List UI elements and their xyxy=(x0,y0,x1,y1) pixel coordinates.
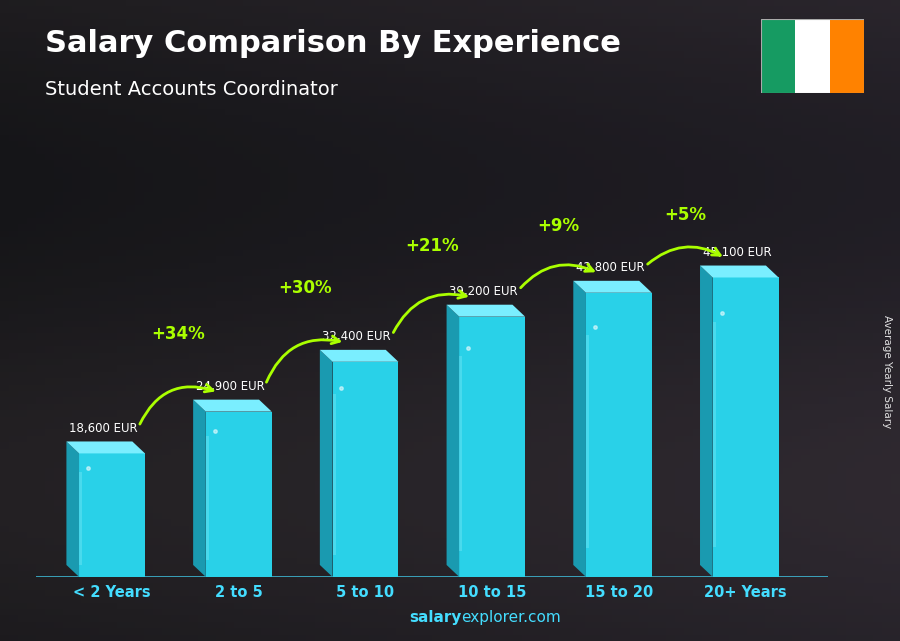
Text: +21%: +21% xyxy=(405,237,459,255)
Text: +30%: +30% xyxy=(278,279,332,297)
Polygon shape xyxy=(67,442,79,577)
Polygon shape xyxy=(586,335,590,549)
Bar xyxy=(713,278,778,577)
Polygon shape xyxy=(194,399,206,577)
Bar xyxy=(459,317,525,577)
Polygon shape xyxy=(700,265,713,577)
Text: +9%: +9% xyxy=(537,217,580,235)
Polygon shape xyxy=(332,394,336,555)
Polygon shape xyxy=(320,350,332,577)
Polygon shape xyxy=(713,322,716,547)
Text: 18,600 EUR: 18,600 EUR xyxy=(69,422,138,435)
Bar xyxy=(586,293,652,577)
Bar xyxy=(79,453,145,577)
Polygon shape xyxy=(194,399,272,412)
Polygon shape xyxy=(573,281,586,577)
Polygon shape xyxy=(206,437,209,560)
Bar xyxy=(795,19,830,93)
Text: 32,400 EUR: 32,400 EUR xyxy=(322,330,391,343)
Text: Salary Comparison By Experience: Salary Comparison By Experience xyxy=(45,29,621,58)
Polygon shape xyxy=(67,442,145,453)
Bar xyxy=(760,19,795,93)
Polygon shape xyxy=(700,265,778,278)
Bar xyxy=(206,412,272,577)
Bar xyxy=(830,19,864,93)
Polygon shape xyxy=(446,304,459,577)
Text: salary: salary xyxy=(410,610,462,625)
Text: 39,200 EUR: 39,200 EUR xyxy=(449,285,518,298)
Polygon shape xyxy=(79,472,82,565)
Text: Student Accounts Coordinator: Student Accounts Coordinator xyxy=(45,80,338,99)
Text: +5%: +5% xyxy=(664,206,707,224)
Text: 24,900 EUR: 24,900 EUR xyxy=(195,380,265,393)
Text: Average Yearly Salary: Average Yearly Salary xyxy=(881,315,892,428)
Polygon shape xyxy=(459,356,463,551)
Text: 42,800 EUR: 42,800 EUR xyxy=(576,261,644,274)
Bar xyxy=(332,362,399,577)
Text: explorer.com: explorer.com xyxy=(461,610,561,625)
Polygon shape xyxy=(573,281,652,293)
Text: +34%: +34% xyxy=(152,324,205,342)
Text: 45,100 EUR: 45,100 EUR xyxy=(703,246,771,259)
Polygon shape xyxy=(320,350,399,362)
Polygon shape xyxy=(446,304,525,317)
